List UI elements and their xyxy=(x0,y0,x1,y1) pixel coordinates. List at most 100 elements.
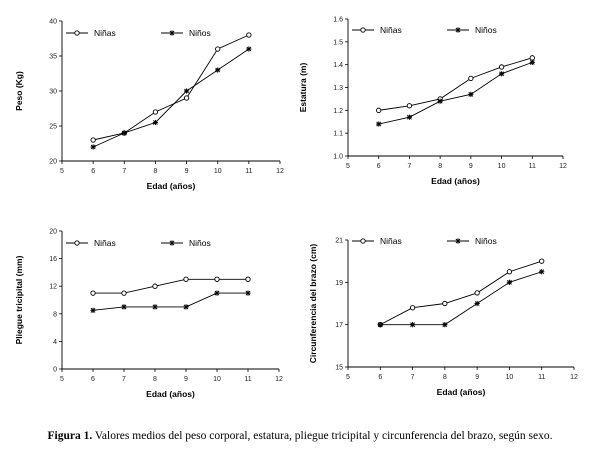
legend-label: Niños xyxy=(475,25,497,35)
x-tick-label: 8 xyxy=(153,168,157,175)
data-point-ninas xyxy=(442,300,448,307)
legend-marker xyxy=(169,30,175,36)
x-axis-title: Edad (años) xyxy=(431,176,480,186)
series-line-ninos xyxy=(380,271,542,326)
data-point-ninos xyxy=(474,300,480,307)
x-tick-label: 7 xyxy=(122,376,126,383)
data-point-ninas xyxy=(183,95,190,101)
y-tick-label: 4 xyxy=(53,339,57,346)
y-tick-label: 20 xyxy=(49,229,57,236)
data-point-ninos xyxy=(437,98,443,104)
data-point-ninas xyxy=(90,137,96,143)
legend-marker xyxy=(455,238,461,244)
data-point-ninos xyxy=(183,304,189,310)
data-point-ninos xyxy=(468,91,474,97)
data-point-ninas xyxy=(468,75,474,82)
data-point-ninas xyxy=(214,276,220,282)
data-point-ninos xyxy=(506,279,513,285)
x-tick-label: 6 xyxy=(377,163,381,170)
data-point-ninas xyxy=(152,109,159,115)
figure-caption: Figura 1. Valores medios del peso corpor… xyxy=(0,430,600,442)
data-point-ninos xyxy=(90,307,96,313)
legend-marker xyxy=(455,27,461,33)
legend-label: Niñas xyxy=(94,28,116,38)
y-tick-label: 1.4 xyxy=(333,62,343,69)
chart-panel-peso: 20 25 30 35 40 5 6 7 8 9 10 11 12 Edad (años) Peso (Kg… xyxy=(14,19,284,192)
data-point-ninos xyxy=(215,67,221,73)
data-point-ninas xyxy=(215,46,221,52)
y-tick-label: 40 xyxy=(49,19,57,26)
y-axis-title: Estatura (m) xyxy=(298,63,308,113)
y-tick-label: 16 xyxy=(49,256,57,263)
data-point-ninas xyxy=(539,258,545,264)
y-tick-label: 17 xyxy=(335,322,343,329)
data-point-ninas xyxy=(246,32,252,38)
x-tick-label: 7 xyxy=(407,163,411,170)
y-tick-label: 35 xyxy=(49,54,57,61)
data-point-ninos xyxy=(409,322,416,328)
series-line-ninas xyxy=(380,260,542,326)
x-tick-label: 10 xyxy=(498,163,506,170)
data-point-ninos xyxy=(245,290,251,296)
data-point-ninos xyxy=(406,114,413,120)
x-tick-label: 11 xyxy=(244,376,251,383)
x-tick-label: 10 xyxy=(213,376,221,383)
data-point-ninos xyxy=(539,269,545,275)
caption-text: Valores medios del peso corporal, estatu… xyxy=(92,430,553,442)
y-tick-label: 30 xyxy=(49,89,57,96)
x-axis-title: Edad (años) xyxy=(146,389,195,399)
x-tick-label: 8 xyxy=(438,163,442,170)
data-point-ninas xyxy=(152,283,158,289)
data-point-ninas xyxy=(376,107,382,113)
legend-label: Niñas xyxy=(380,236,402,246)
data-point-ninos xyxy=(246,46,252,52)
data-point-ninas xyxy=(409,305,416,311)
x-tick-label: 5 xyxy=(346,374,350,381)
y-tick-label: 1.6 xyxy=(333,17,343,24)
y-axis-title: Peso (Kg) xyxy=(14,71,24,111)
data-point-ninas xyxy=(183,276,189,282)
x-tick-label: 7 xyxy=(411,374,415,381)
data-point-ninas xyxy=(506,269,513,275)
legend-label: Niños xyxy=(475,236,497,246)
chart-panel-pliegue-tricipital: 0 4 8 12 16 20 5 6 7 8 9 10 11 12 Edad (años) Pliegue t… xyxy=(14,229,283,400)
x-tick-label: 10 xyxy=(506,374,514,381)
data-point-ninas xyxy=(90,290,96,296)
series-line-ninas xyxy=(378,57,533,111)
y-tick-label: 1.5 xyxy=(333,39,343,46)
y-tick-label: 1.1 xyxy=(333,131,343,138)
series-line-ninos xyxy=(378,61,533,125)
x-axis-title: Edad (años) xyxy=(147,181,196,191)
y-tick-label: 8 xyxy=(53,311,57,318)
y-tick-label: 15 xyxy=(335,365,343,372)
data-point-ninos xyxy=(529,59,535,65)
x-tick-label: 12 xyxy=(570,374,578,381)
data-point-ninos xyxy=(498,71,505,77)
data-point-ninos xyxy=(377,322,383,328)
legend-marker xyxy=(360,238,366,244)
x-tick-label: 11 xyxy=(245,168,252,175)
chart-panel-estatura: 1.0 1.1 1.2 1.3 1.4 1.5 1.6 5 6 7 8 9 10 11 12 Edad (añ… xyxy=(298,17,567,187)
x-tick-label: 9 xyxy=(475,374,479,381)
data-point-ninas xyxy=(245,276,251,282)
legend-marker xyxy=(169,240,175,246)
series-line-ninas xyxy=(93,278,248,294)
legend-label: Niñas xyxy=(380,25,402,35)
y-tick-label: 20 xyxy=(49,159,57,166)
x-tick-label: 7 xyxy=(122,168,126,175)
y-tick-label: 1.2 xyxy=(333,108,343,115)
data-point-ninos xyxy=(90,144,96,150)
y-tick-label: 1.3 xyxy=(333,85,343,92)
x-tick-label: 5 xyxy=(346,163,350,170)
x-tick-label: 8 xyxy=(153,376,157,383)
x-tick-label: 11 xyxy=(538,374,545,381)
x-tick-label: 6 xyxy=(378,374,382,381)
x-tick-label: 6 xyxy=(91,168,95,175)
x-tick-label: 9 xyxy=(469,163,473,170)
data-point-ninos xyxy=(376,121,382,127)
data-point-ninas xyxy=(474,290,480,296)
legend-label: Niños xyxy=(189,28,211,38)
x-tick-label: 8 xyxy=(443,374,447,381)
x-tick-label: 12 xyxy=(276,168,284,175)
